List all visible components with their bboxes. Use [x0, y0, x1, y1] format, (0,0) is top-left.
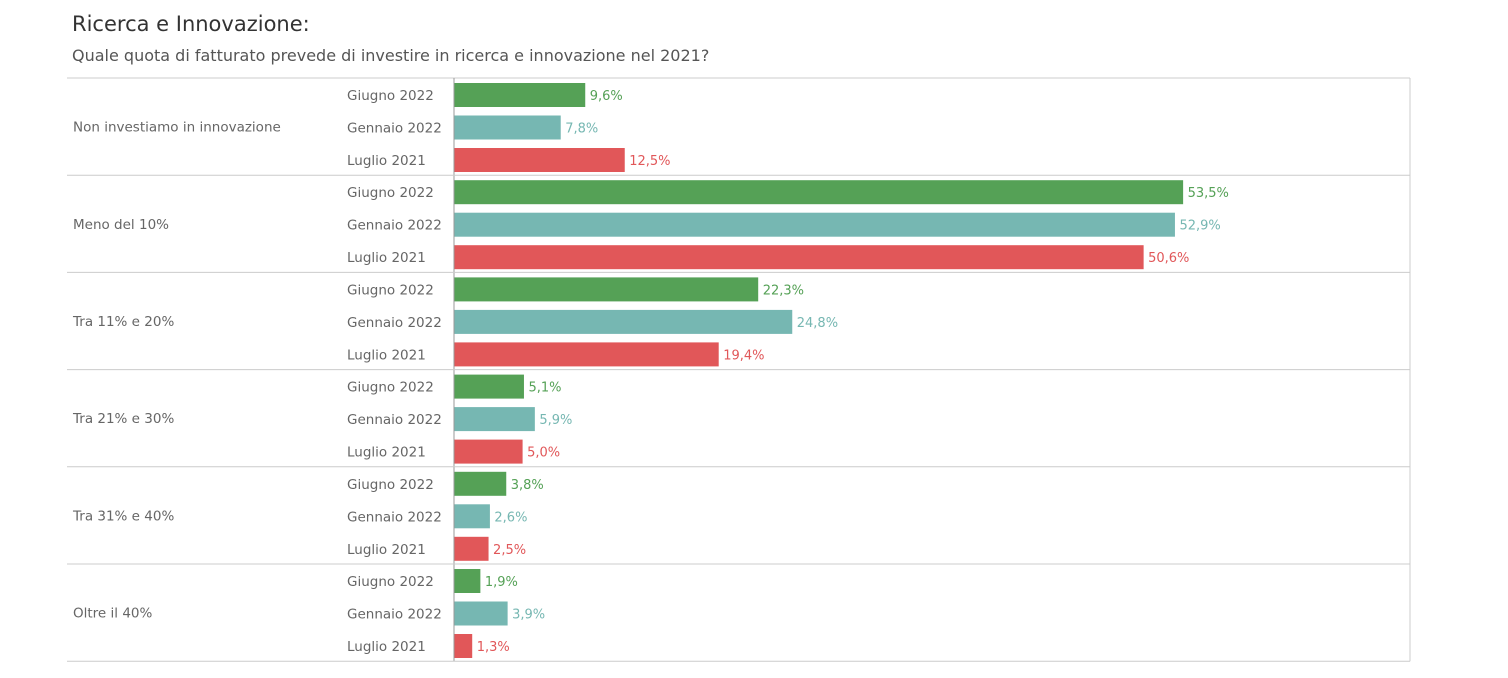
value-label: 2,6% — [494, 510, 527, 525]
period-label: Luglio 2021 — [347, 347, 426, 363]
bar — [454, 471, 507, 496]
period-label: Gennaio 2022 — [347, 607, 442, 623]
period-label: Gennaio 2022 — [347, 218, 442, 234]
bar — [454, 504, 490, 529]
period-label: Giugno 2022 — [347, 574, 434, 590]
value-label: 22,3% — [763, 283, 804, 298]
value-label: 5,0% — [527, 446, 560, 461]
value-label: 3,9% — [512, 608, 545, 623]
bar — [454, 245, 1144, 270]
period-label: Luglio 2021 — [347, 153, 426, 169]
period-label: Luglio 2021 — [347, 445, 426, 461]
bar — [454, 439, 523, 464]
value-label: 1,3% — [477, 640, 510, 655]
bar — [454, 601, 508, 626]
value-label: 53,5% — [1188, 186, 1229, 201]
value-label: 52,9% — [1179, 219, 1220, 234]
period-label: Gennaio 2022 — [347, 315, 442, 331]
category-label: Oltre il 40% — [73, 606, 152, 622]
category-label: Non investiamo in innovazione — [73, 120, 281, 136]
value-label: 1,9% — [485, 575, 518, 590]
value-label: 50,6% — [1148, 251, 1189, 266]
period-label: Giugno 2022 — [347, 477, 434, 493]
value-label: 12,5% — [629, 154, 670, 169]
period-label: Giugno 2022 — [347, 185, 434, 201]
bar — [454, 277, 759, 302]
bar — [454, 374, 524, 399]
bar — [454, 536, 489, 561]
period-label: Luglio 2021 — [347, 250, 426, 266]
period-label: Giugno 2022 — [347, 88, 434, 104]
value-label: 3,8% — [511, 478, 544, 493]
bar — [454, 309, 793, 334]
period-label: Gennaio 2022 — [347, 509, 442, 525]
value-label: 5,1% — [528, 381, 561, 396]
value-label: 2,5% — [493, 543, 526, 558]
value-label: 9,6% — [590, 89, 623, 104]
bar — [454, 148, 625, 172]
bar — [454, 180, 1184, 205]
category-label: Tra 21% e 30% — [72, 411, 174, 427]
category-label: Meno del 10% — [73, 217, 169, 233]
chart-title-text: Ricerca e Innovazione — [72, 12, 303, 36]
period-label: Gennaio 2022 — [347, 412, 442, 428]
value-label: 7,8% — [565, 122, 598, 137]
value-label: 5,9% — [539, 413, 572, 428]
bar — [454, 407, 535, 432]
period-label: Gennaio 2022 — [347, 121, 442, 137]
bar — [454, 212, 1175, 237]
bar — [454, 83, 586, 107]
chart-title: Ricerca e Innovazione: — [72, 12, 310, 36]
category-label: Tra 11% e 20% — [72, 314, 174, 330]
period-label: Luglio 2021 — [347, 639, 426, 655]
period-label: Giugno 2022 — [347, 380, 434, 396]
period-label: Luglio 2021 — [347, 542, 426, 558]
value-label: 24,8% — [797, 316, 838, 331]
value-label: 19,4% — [723, 348, 764, 363]
chart-subtitle: Quale quota di fatturato prevede di inve… — [72, 46, 710, 65]
bar — [454, 569, 481, 593]
bar — [454, 342, 719, 367]
category-label: Tra 31% e 40% — [72, 508, 174, 524]
bar — [454, 634, 473, 658]
chart-title-colon: : — [302, 12, 310, 36]
bar — [454, 115, 561, 140]
period-label: Giugno 2022 — [347, 282, 434, 298]
